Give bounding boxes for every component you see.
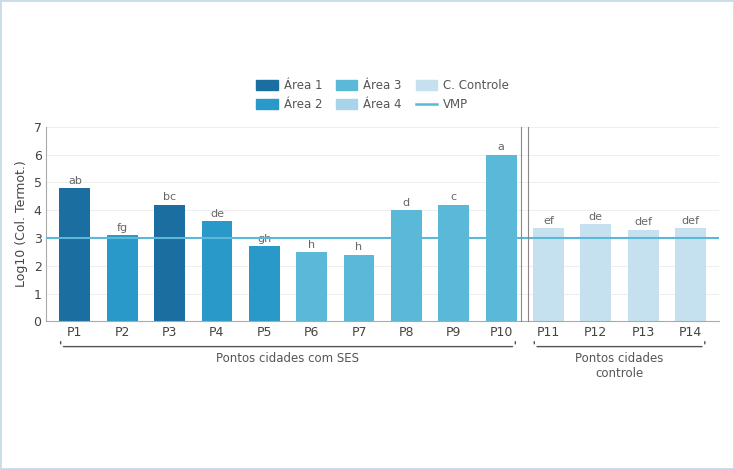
Text: h: h (355, 242, 363, 252)
Y-axis label: Log10 (Col. Termot.): Log10 (Col. Termot.) (15, 161, 28, 287)
Bar (675, 228, 706, 321)
Bar (628, 230, 658, 321)
Text: de: de (589, 212, 603, 222)
Bar (249, 246, 280, 321)
Text: de: de (210, 209, 224, 219)
Bar (438, 204, 469, 321)
Bar (107, 235, 137, 321)
Text: ab: ab (68, 176, 81, 186)
Bar (486, 155, 517, 321)
Text: Pontos cidades
controle: Pontos cidades controle (575, 352, 664, 380)
Text: def: def (682, 216, 700, 226)
Bar (391, 210, 422, 321)
Text: bc: bc (163, 192, 176, 203)
Text: Pontos cidades com SES: Pontos cidades com SES (217, 352, 360, 365)
Bar (59, 188, 90, 321)
Text: fg: fg (117, 223, 128, 233)
Bar (297, 252, 327, 321)
Bar (344, 255, 374, 321)
Bar (581, 224, 611, 321)
Text: ef: ef (543, 216, 554, 226)
Text: gh: gh (257, 234, 272, 244)
Text: d: d (403, 198, 410, 208)
Legend: Área 1, Área 2, Área 3, Área 4, C. Controle, VMP: Área 1, Área 2, Área 3, Área 4, C. Contr… (252, 75, 514, 116)
Bar (202, 221, 233, 321)
Text: c: c (451, 192, 457, 203)
Text: def: def (634, 218, 653, 227)
Text: a: a (498, 143, 504, 152)
Text: h: h (308, 240, 315, 250)
Bar (154, 204, 185, 321)
Bar (533, 228, 564, 321)
